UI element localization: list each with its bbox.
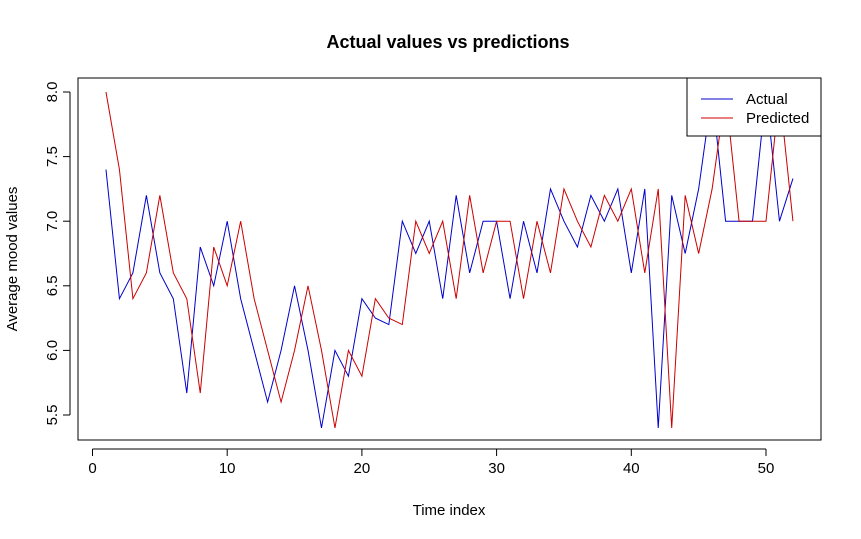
x-tick-label: 30	[488, 460, 505, 477]
series-line-actual	[105, 91, 794, 429]
x-tick-label: 10	[219, 460, 236, 477]
y-tick-label: 5.5	[44, 405, 61, 426]
series-layer	[105, 91, 794, 429]
x-axis: 0 10 20 30 40 50	[88, 448, 775, 477]
x-axis-label: Time index	[413, 502, 486, 519]
x-tick-label: 20	[354, 460, 371, 477]
y-tick-label: 6.0	[44, 340, 61, 361]
x-tick-label: 0	[88, 460, 96, 477]
x-tick-label: 40	[623, 460, 640, 477]
y-tick-label: 7.5	[44, 146, 61, 167]
plot-area-frame	[77, 77, 822, 441]
y-axis-label: Average mood values	[4, 187, 21, 332]
y-tick-label: 8.0	[44, 82, 61, 103]
legend-label-actual: Actual	[746, 91, 788, 108]
x-tick-label: 50	[758, 460, 775, 477]
y-axis: 5.5 6.0 6.5 7.0 7.5 8.0	[44, 82, 71, 426]
legend-box	[686, 77, 822, 137]
legend-label-predicted: Predicted	[746, 110, 809, 127]
legend: Actual Predicted	[686, 77, 822, 137]
y-tick-label: 7.0	[44, 211, 61, 232]
series-line-predicted	[105, 91, 794, 429]
chart-title: Actual values vs predictions	[326, 32, 569, 52]
y-tick-label: 6.5	[44, 275, 61, 296]
